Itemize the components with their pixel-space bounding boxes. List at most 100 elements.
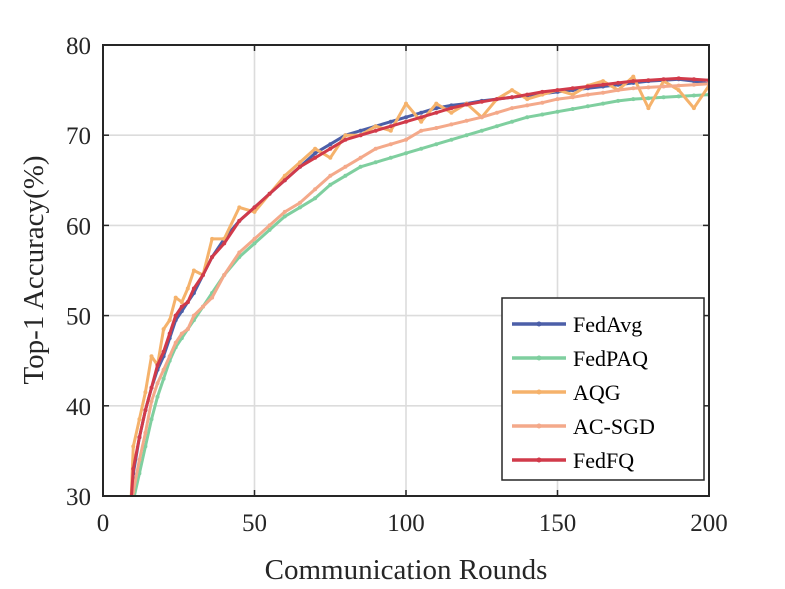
data-point-fedpaq [676, 94, 681, 99]
data-point-fedpaq [282, 214, 287, 219]
data-point-ac-sgd [252, 236, 257, 241]
data-point-fedfq [137, 435, 142, 440]
data-point-aqg [691, 106, 696, 111]
data-point-ac-sgd [525, 103, 530, 108]
data-point-ac-sgd [691, 82, 696, 87]
data-point-ac-sgd [155, 381, 160, 386]
data-point-fedpaq [631, 97, 636, 102]
data-point-fedavg [358, 128, 363, 133]
legend-marker-fedpaq [536, 355, 542, 361]
y-tick-label: 40 [66, 394, 91, 421]
data-point-fedfq [179, 304, 184, 309]
data-point-fedpaq [616, 98, 621, 103]
data-point-ac-sgd [601, 90, 605, 95]
data-point-fedpaq [358, 164, 363, 169]
data-point-ac-sgd [313, 187, 318, 192]
legend-marker-ac-sgd [536, 423, 542, 429]
data-point-fedfq [404, 119, 408, 124]
data-point-ac-sgd [373, 146, 378, 151]
data-point-ac-sgd [646, 85, 651, 90]
data-point-fedfq [343, 137, 348, 142]
data-point-fedfq [149, 385, 154, 390]
data-point-fedfq [201, 273, 205, 277]
data-point-fedfq [691, 77, 696, 82]
data-point-ac-sgd [179, 331, 184, 336]
data-point-ac-sgd [298, 200, 302, 205]
data-point-aqg [179, 300, 184, 305]
data-point-fedpaq [161, 376, 166, 381]
data-point-fedfq [646, 78, 651, 83]
data-point-fedavg [388, 119, 393, 124]
axis-ticks: 0 50 100 150 200 30 40 50 60 70 80 [66, 33, 728, 537]
data-point-aqg [143, 390, 148, 395]
data-point-aqg [373, 124, 378, 129]
data-point-fedpaq [646, 96, 651, 101]
data-point-fedpaq [252, 241, 257, 246]
data-point-fedfq [173, 313, 178, 318]
data-point-aqg [298, 160, 302, 165]
data-point-ac-sgd [434, 126, 439, 130]
data-point-ac-sgd [210, 295, 215, 300]
data-point-fedpaq [404, 151, 408, 156]
data-point-aqg [404, 101, 408, 106]
data-point-fedpaq [419, 146, 424, 151]
data-point-fedfq [585, 84, 590, 89]
legend-marker-fedfq [536, 457, 542, 463]
data-point-ac-sgd [464, 118, 469, 123]
data-point-ac-sgd [570, 95, 575, 100]
data-point-aqg [631, 74, 636, 79]
data-point-fedfq [282, 178, 287, 183]
data-point-aqg [191, 268, 196, 273]
data-point-aqg [237, 205, 242, 210]
legend-label-fedavg: FedAvg [573, 312, 642, 337]
legend-label-fedpaq: FedPAQ [573, 346, 648, 371]
y-axis-title: Top-1 Accuracy(%) [18, 155, 50, 384]
data-point-aqg [282, 173, 287, 178]
data-point-ac-sgd [358, 155, 363, 160]
x-tick-label: 150 [539, 510, 577, 537]
data-point-fedpaq [449, 137, 454, 142]
data-point-fedfq [464, 102, 469, 107]
data-point-ac-sgd [282, 209, 287, 214]
data-point-ac-sgd [388, 142, 393, 147]
data-point-aqg [601, 79, 605, 84]
data-point-aqg [313, 146, 318, 151]
data-point-ac-sgd [676, 83, 681, 88]
data-point-fedfq [131, 466, 136, 471]
data-point-fedfq [388, 124, 393, 129]
data-point-aqg [525, 97, 530, 102]
data-point-aqg [343, 133, 348, 138]
data-point-fedpaq [464, 133, 469, 138]
data-point-ac-sgd [143, 430, 148, 435]
data-point-ac-sgd [661, 84, 666, 89]
data-point-fedpaq [601, 101, 605, 106]
data-point-fedavg [419, 110, 424, 115]
data-point-ac-sgd [267, 223, 272, 228]
data-point-fedfq [210, 255, 215, 259]
y-tick-label: 80 [66, 33, 91, 60]
legend-label-aqg: AQG [573, 380, 621, 405]
data-point-fedpaq [143, 444, 148, 449]
legend-marker-aqg [536, 389, 542, 395]
data-point-fedavg [313, 151, 318, 156]
data-point-fedfq [434, 110, 439, 115]
data-point-fedpaq [343, 173, 348, 178]
data-point-fedpaq [267, 227, 272, 232]
data-point-aqg [449, 110, 454, 115]
data-point-aqg [161, 327, 166, 332]
y-tick-label: 70 [66, 123, 91, 150]
data-point-fedpaq [540, 112, 545, 117]
data-point-fedfq [525, 92, 530, 97]
data-point-aqg [185, 286, 190, 291]
data-point-ac-sgd [479, 115, 484, 120]
data-point-ac-sgd [343, 164, 348, 169]
legend-label-ac-sgd: AC-SGD [573, 414, 655, 439]
data-point-aqg [149, 354, 154, 359]
data-point-ac-sgd [555, 97, 560, 102]
data-point-fedfq [601, 82, 605, 87]
data-point-fedpaq [691, 93, 696, 98]
data-point-aqg [252, 209, 257, 214]
data-point-fedfq [252, 205, 257, 210]
y-tick-label: 60 [66, 213, 91, 240]
